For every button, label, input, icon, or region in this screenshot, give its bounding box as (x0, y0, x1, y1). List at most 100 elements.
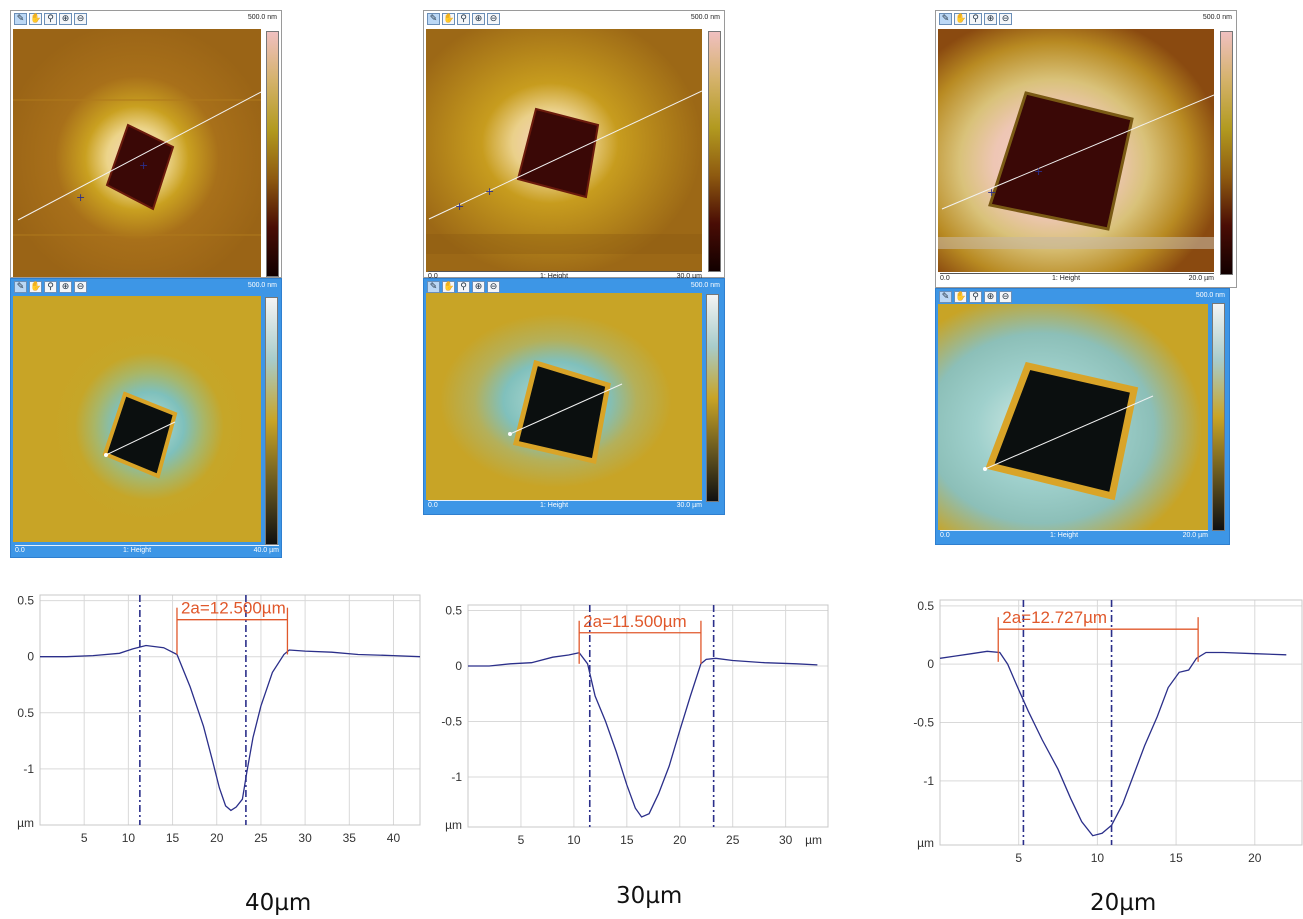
y-tick-label: 0 (455, 659, 462, 673)
pencil-icon[interactable]: ✎ (14, 281, 27, 293)
color-scale-bar (706, 294, 719, 502)
afm-height-image (938, 304, 1208, 530)
x-tick-label: 20 (673, 833, 687, 847)
x-tick-label: 20 (210, 831, 224, 845)
zoom-in-icon[interactable]: ⊕ (59, 281, 72, 293)
pencil-icon[interactable]: ✎ (939, 291, 952, 303)
width-annotation (578, 620, 702, 664)
annotation-label: 2a=12.500µm (181, 599, 286, 618)
x-tick-label: 15 (620, 833, 634, 847)
scale-max-label: 500.0 nm (690, 282, 720, 289)
magnifier-icon[interactable]: ⚲ (457, 281, 470, 293)
x-tick-label: 5 (518, 833, 525, 847)
afm-height-image: + + (938, 29, 1214, 272)
x-tick-label: 15 (166, 831, 180, 845)
width-annotation (997, 617, 1199, 662)
cursor-marker: + (76, 191, 85, 204)
zoom-in-icon[interactable]: ⊕ (472, 13, 485, 25)
plot-frame (467, 604, 829, 828)
y-tick-label: 0 (927, 657, 934, 671)
x-scale-axis: 0.0 1: Height 30.0 µm (428, 271, 702, 283)
x-scale-axis: 0.0 1: Height 30.0 µm (428, 500, 702, 512)
scale-max-label: 500.0 nm (247, 14, 277, 21)
color-scale-bar (708, 31, 721, 272)
hand-icon[interactable]: ✋ (442, 13, 455, 25)
zoom-out-icon[interactable]: ⊖ (487, 13, 500, 25)
magnifier-icon[interactable]: ⚲ (44, 281, 57, 293)
y-tick-label: -1 (23, 762, 34, 776)
x-tick-label: 35 (343, 831, 357, 845)
pencil-icon[interactable]: ✎ (14, 13, 27, 25)
color-scale-bar (265, 297, 278, 545)
height-profile-line (468, 651, 818, 818)
x-tick-label: 10 (567, 833, 581, 847)
afm-toolbar: ✎ ✋ ⚲ ⊕ ⊖ (427, 13, 500, 26)
afm-height-image: + + (426, 29, 702, 272)
hand-icon[interactable]: ✋ (29, 281, 42, 293)
x-tick-label: 10 (122, 831, 136, 845)
zoom-in-icon[interactable]: ⊕ (59, 13, 72, 25)
magnifier-icon[interactable]: ⚲ (44, 13, 57, 25)
plot-frame (939, 599, 1303, 846)
cursor-marker: + (485, 185, 494, 198)
x-tick-label: 30 (298, 831, 312, 845)
x-unit-label: µm (805, 833, 822, 847)
afm-window-5: ✎ ✋ ⚲ ⊕ ⊖ 500.0 nm 0.0 1: Height 30.0 µm (423, 278, 725, 515)
magnifier-icon[interactable]: ⚲ (457, 13, 470, 25)
afm-height-image (426, 293, 702, 500)
y-tick-label: 0.5 (17, 594, 34, 608)
x-scale-axis: 0.0 1: Height 20.0 µm (940, 273, 1214, 285)
zoom-in-icon[interactable]: ⊕ (472, 281, 485, 293)
magnifier-icon[interactable]: ⚲ (969, 291, 982, 303)
x-tick-label: 10 (1091, 851, 1105, 865)
scale-max-label: 500.0 nm (1202, 14, 1232, 21)
hand-icon[interactable]: ✋ (442, 281, 455, 293)
color-scale-bar (266, 31, 279, 277)
hand-icon[interactable]: ✋ (954, 291, 967, 303)
scale-max-label: 500.0 nm (247, 282, 277, 289)
pencil-icon[interactable]: ✎ (427, 281, 440, 293)
annotation-label: 2a=12.727µm (1002, 608, 1107, 627)
caption-20um: 20µm (1090, 890, 1157, 916)
hand-icon[interactable]: ✋ (29, 13, 42, 25)
afm-window-6: ✎ ✋ ⚲ ⊕ ⊖ 500.0 nm 0.0 1: Height 20.0 µm (935, 288, 1230, 545)
zoom-out-icon[interactable]: ⊖ (999, 13, 1012, 25)
magnifier-icon[interactable]: ⚲ (969, 13, 982, 25)
cursor-marker: + (455, 200, 464, 213)
height-profile-line (40, 644, 421, 812)
y-tick-label: -0.5 (913, 716, 934, 730)
x-tick-label: 30 (779, 833, 793, 847)
zoom-in-icon[interactable]: ⊕ (984, 13, 997, 25)
afm-window-4: ✎ ✋ ⚲ ⊕ ⊖ 500.0 nm 0.0 1: Height 40.0 µm (10, 278, 282, 558)
afm-toolbar: ✎ ✋ ⚲ ⊕ ⊖ (14, 13, 87, 26)
afm-height-image (13, 296, 261, 542)
cursor-marker: + (987, 186, 996, 199)
afm-window-3: ✎ ✋ ⚲ ⊕ ⊖ 500.0 nm + + 0.0 1: Height 20.0 µm (935, 10, 1237, 288)
pencil-icon[interactable]: ✎ (427, 13, 440, 25)
y-tick-label: 0 (27, 650, 34, 664)
y-tick-label: 0.5 (445, 604, 462, 618)
pencil-icon[interactable]: ✎ (939, 13, 952, 25)
hand-icon[interactable]: ✋ (954, 13, 967, 25)
cursor-marker: + (139, 159, 148, 172)
afm-toolbar: ✎ ✋ ⚲ ⊕ ⊖ (939, 291, 1012, 304)
zoom-out-icon[interactable]: ⊖ (487, 281, 500, 293)
x-tick-label: 5 (81, 831, 88, 845)
zoom-out-icon[interactable]: ⊖ (999, 291, 1012, 303)
cursor-marker: + (1034, 165, 1043, 178)
zoom-out-icon[interactable]: ⊖ (74, 281, 87, 293)
color-scale-bar (1220, 31, 1233, 275)
afm-toolbar: ✎ ✋ ⚲ ⊕ ⊖ (14, 281, 87, 294)
width-annotation (176, 607, 289, 655)
zoom-out-icon[interactable]: ⊖ (74, 13, 87, 25)
x-tick-label: 25 (726, 833, 740, 847)
zoom-in-icon[interactable]: ⊕ (984, 291, 997, 303)
y-unit-label: µm (445, 818, 462, 832)
color-scale-bar (1212, 303, 1225, 531)
afm-window-2: ✎ ✋ ⚲ ⊕ ⊖ 500.0 nm + + 0.0 1: Height 30.0 µm (423, 10, 725, 280)
afm-toolbar: ✎ ✋ ⚲ ⊕ ⊖ (427, 281, 500, 294)
y-tick-label: -1 (451, 770, 462, 784)
scale-max-label: 500.0 nm (690, 14, 720, 21)
